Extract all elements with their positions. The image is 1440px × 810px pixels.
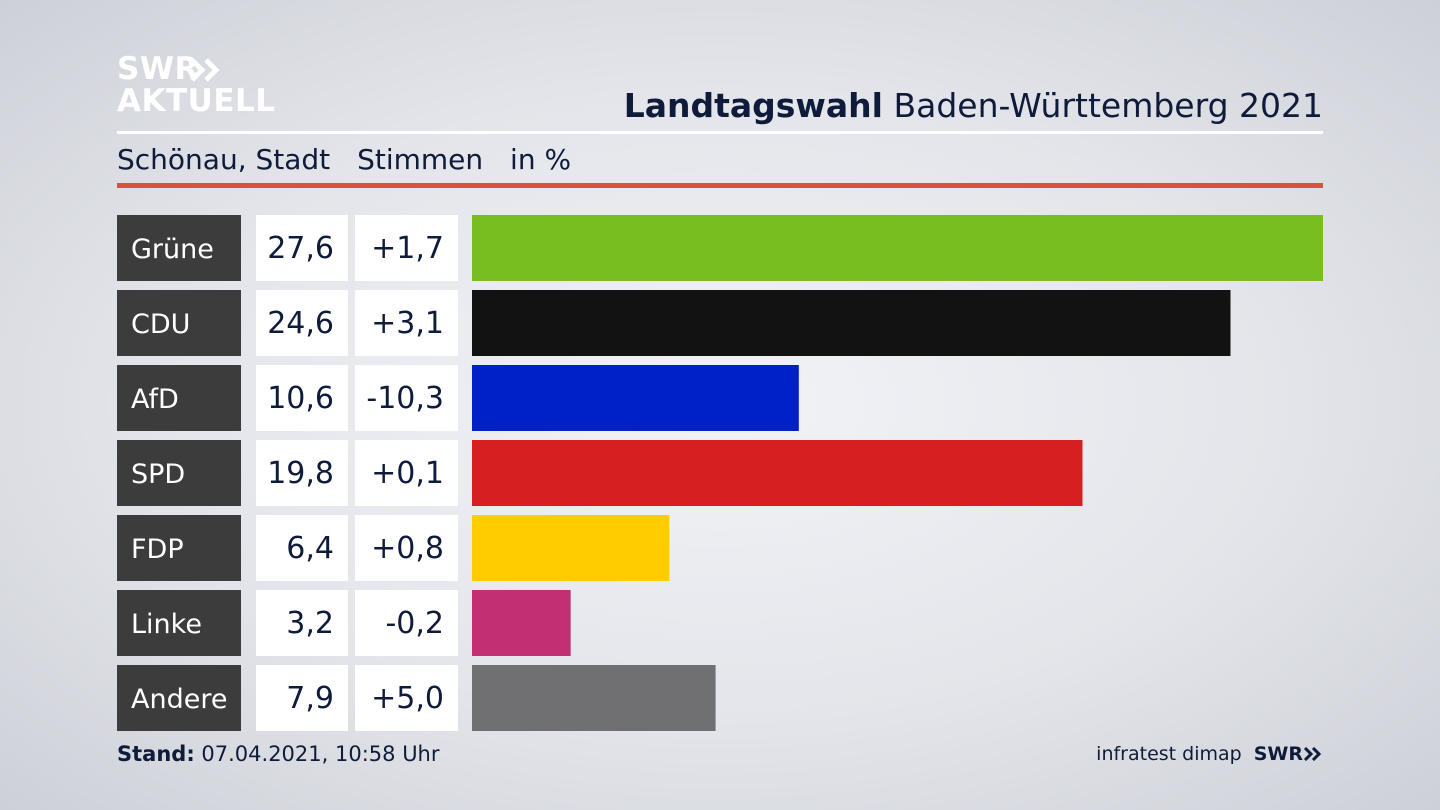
bar-cdu [472, 290, 1231, 356]
value-box [256, 290, 348, 356]
stand-label: Stand: [117, 742, 195, 766]
logo-arrows-icon [190, 58, 220, 82]
value-box [256, 665, 348, 731]
unit-label: in % [510, 143, 572, 176]
value-label: 24,6 [267, 306, 334, 341]
swr-aktuell-logo: SWR AKTUELL [117, 52, 277, 122]
value-box [256, 590, 348, 656]
value-label: 19,8 [267, 456, 334, 491]
stand-value: 07.04.2021, 10:58 Uhr [201, 742, 440, 766]
party-label-box [117, 515, 241, 581]
value-box [256, 440, 348, 506]
change-box [355, 290, 458, 356]
value-label: 7,9 [286, 681, 334, 716]
logo-swr-text: SWR [117, 51, 199, 87]
bar-afd [472, 365, 799, 431]
bar-grüne [472, 215, 1323, 281]
metric-label: Stimmen [357, 143, 484, 176]
page-title: Landtagswahl Baden-Württemberg 2021 [624, 86, 1323, 126]
bar-linke [472, 590, 571, 656]
value-label: 10,6 [267, 381, 334, 416]
party-label-box [117, 215, 241, 281]
party-label-box [117, 440, 241, 506]
change-box [355, 440, 458, 506]
value-label: 3,2 [286, 606, 334, 641]
party-label: Linke [131, 609, 202, 640]
footer-swr-logo: SWR [1254, 740, 1323, 768]
change-box [355, 365, 458, 431]
party-label-box [117, 290, 241, 356]
party-label: FDP [131, 534, 184, 565]
change-label: +0,1 [371, 456, 444, 491]
subtitle: Schönau, Stadt Stimmen in % [117, 142, 589, 178]
change-box [355, 590, 458, 656]
bar-andere [472, 665, 716, 731]
change-label: +3,1 [371, 306, 444, 341]
footer-arrows-icon [1303, 747, 1322, 761]
party-label: AfD [131, 384, 179, 415]
value-box [256, 365, 348, 431]
change-box [355, 665, 458, 731]
change-box [355, 515, 458, 581]
party-label-box [117, 665, 241, 731]
bar-spd [472, 440, 1083, 506]
logo-aktuell-text: AKTUELL [117, 83, 276, 119]
change-label: +1,7 [371, 231, 444, 266]
source-credit: infratest dimap SWR [1096, 740, 1323, 768]
header-divider [117, 131, 1323, 134]
change-label: +0,8 [371, 531, 444, 566]
timestamp: Stand: 07.04.2021, 10:58 Uhr [117, 740, 440, 768]
party-label: CDU [131, 309, 190, 340]
change-box [355, 215, 458, 281]
value-box [256, 515, 348, 581]
title-bold: Landtagswahl [623, 86, 883, 125]
party-label: Andere [131, 684, 227, 715]
title-rest: Baden-Württemberg 2021 [893, 86, 1323, 125]
party-label-box [117, 590, 241, 656]
change-label: -0,2 [385, 606, 444, 641]
location-label: Schönau, Stadt [117, 143, 331, 176]
accent-divider [117, 183, 1323, 188]
footer-swr-text: SWR [1253, 743, 1303, 765]
party-label: Grüne [131, 234, 214, 265]
value-label: 6,4 [286, 531, 334, 566]
change-label: +5,0 [371, 681, 444, 716]
party-label-box [117, 365, 241, 431]
bar-fdp [472, 515, 670, 581]
party-label: SPD [131, 459, 185, 490]
source-label: infratest dimap [1096, 743, 1242, 765]
change-label: -10,3 [366, 381, 444, 416]
value-box [256, 215, 348, 281]
value-label: 27,6 [267, 231, 334, 266]
